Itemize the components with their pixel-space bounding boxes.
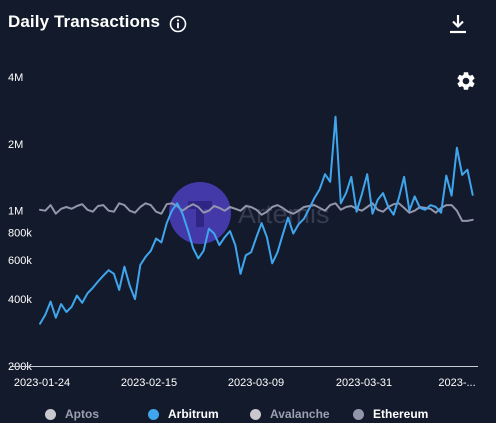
x-axis: 2023-01-24 2023-02-15 2023-03-09 2023-03-31… <box>10 366 478 389</box>
legend-swatch-aptos <box>45 408 56 420</box>
artemis-watermark: Artemis <box>169 182 330 244</box>
legend-label-arbitrum: Arbitrum <box>168 407 219 421</box>
y-tick-label: 800k <box>8 227 32 239</box>
x-tick-label: 2023-02-15 <box>121 377 177 389</box>
legend-item-ethereum[interactable]: Ethereum <box>353 406 428 422</box>
watermark-text: Artemis <box>238 199 330 229</box>
chart-title: Daily Transactions <box>8 12 161 31</box>
legend-item-aptos[interactable]: Aptos <box>45 406 99 422</box>
chart-header: Daily Transactions <box>0 0 496 48</box>
legend-label-avalanche: Avalanche <box>270 407 330 421</box>
legend-item-avalanche[interactable]: Avalanche <box>250 406 330 422</box>
y-tick-label: 4M <box>8 72 23 84</box>
legend-label-ethereum: Ethereum <box>373 407 429 421</box>
series-line-ethereum <box>39 202 474 222</box>
download-icon[interactable] <box>447 13 469 35</box>
y-tick-label: 400k <box>8 294 32 306</box>
legend-label-aptos: Aptos <box>65 407 99 421</box>
legend-swatch-avalanche <box>250 408 261 420</box>
x-tick-label: 2023-03-31 <box>336 377 392 389</box>
series-line-arbitrum <box>39 115 474 325</box>
x-tick-label: 2023-03-09 <box>228 377 284 389</box>
chart-legend: Aptos Arbitrum Avalanche Ethereum <box>0 404 496 423</box>
legend-swatch-arbitrum <box>148 408 159 420</box>
legend-item-arbitrum[interactable]: Arbitrum <box>148 406 219 422</box>
x-tick-label: 2023-... <box>438 377 475 389</box>
y-tick-label: 1M <box>8 206 23 218</box>
y-tick-label: 2M <box>8 139 23 151</box>
gear-icon[interactable] <box>455 70 477 92</box>
info-circle-icon[interactable] <box>169 15 187 33</box>
artemis-logo-mark <box>188 201 212 227</box>
series-layer <box>39 115 474 325</box>
legend-swatch-ethereum <box>353 408 364 420</box>
x-tick-label: 2023-01-24 <box>14 377 70 389</box>
y-tick-label: 600k <box>8 255 32 267</box>
